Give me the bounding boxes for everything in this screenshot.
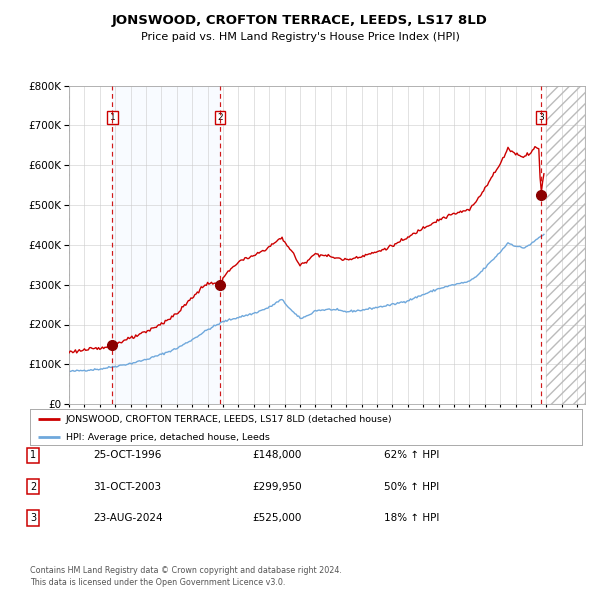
Text: 62% ↑ HPI: 62% ↑ HPI [384,451,439,460]
Text: 25-OCT-1996: 25-OCT-1996 [93,451,161,460]
Text: 3: 3 [30,513,36,523]
Text: 31-OCT-2003: 31-OCT-2003 [93,482,161,491]
Text: 1: 1 [110,113,115,122]
Text: 23-AUG-2024: 23-AUG-2024 [93,513,163,523]
Text: 3: 3 [538,113,544,122]
Text: Contains HM Land Registry data © Crown copyright and database right 2024.
This d: Contains HM Land Registry data © Crown c… [30,566,342,587]
Text: JONSWOOD, CROFTON TERRACE, LEEDS, LS17 8LD: JONSWOOD, CROFTON TERRACE, LEEDS, LS17 8… [112,14,488,27]
Text: £299,950: £299,950 [252,482,302,491]
Text: 18% ↑ HPI: 18% ↑ HPI [384,513,439,523]
Bar [69,86,70,404]
Text: 1: 1 [30,451,36,460]
Text: 2: 2 [218,113,223,122]
Text: Price paid vs. HM Land Registry's House Price Index (HPI): Price paid vs. HM Land Registry's House … [140,32,460,42]
Text: 2: 2 [30,482,36,491]
Text: £525,000: £525,000 [252,513,301,523]
Text: HPI: Average price, detached house, Leeds: HPI: Average price, detached house, Leed… [66,433,270,442]
Text: JONSWOOD, CROFTON TERRACE, LEEDS, LS17 8LD (detached house): JONSWOOD, CROFTON TERRACE, LEEDS, LS17 8… [66,415,392,424]
Text: £148,000: £148,000 [252,451,301,460]
Bar [547,86,585,404]
Bar [112,86,220,404]
Text: 50% ↑ HPI: 50% ↑ HPI [384,482,439,491]
